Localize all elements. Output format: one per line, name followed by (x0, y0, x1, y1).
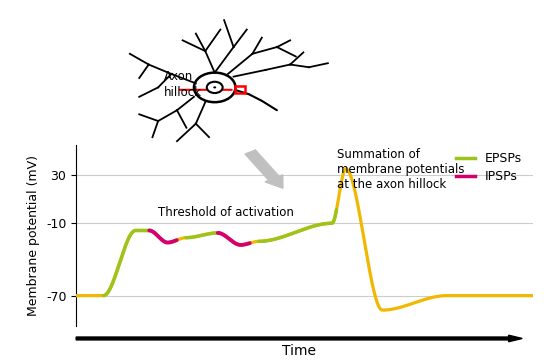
Legend: EPSPs, IPSPs: EPSPs, IPSPs (451, 147, 527, 189)
Y-axis label: Membrane potential (mV): Membrane potential (mV) (27, 155, 40, 316)
Circle shape (207, 82, 222, 93)
Circle shape (213, 86, 216, 88)
Text: Threshold of activation: Threshold of activation (158, 206, 294, 219)
Bar (234, 86, 245, 93)
Text: Time: Time (282, 344, 316, 358)
Text: Axon
hillock: Axon hillock (164, 70, 202, 99)
Text: Summation of
membrane potentials
at the axon hillock: Summation of membrane potentials at the … (337, 148, 465, 191)
